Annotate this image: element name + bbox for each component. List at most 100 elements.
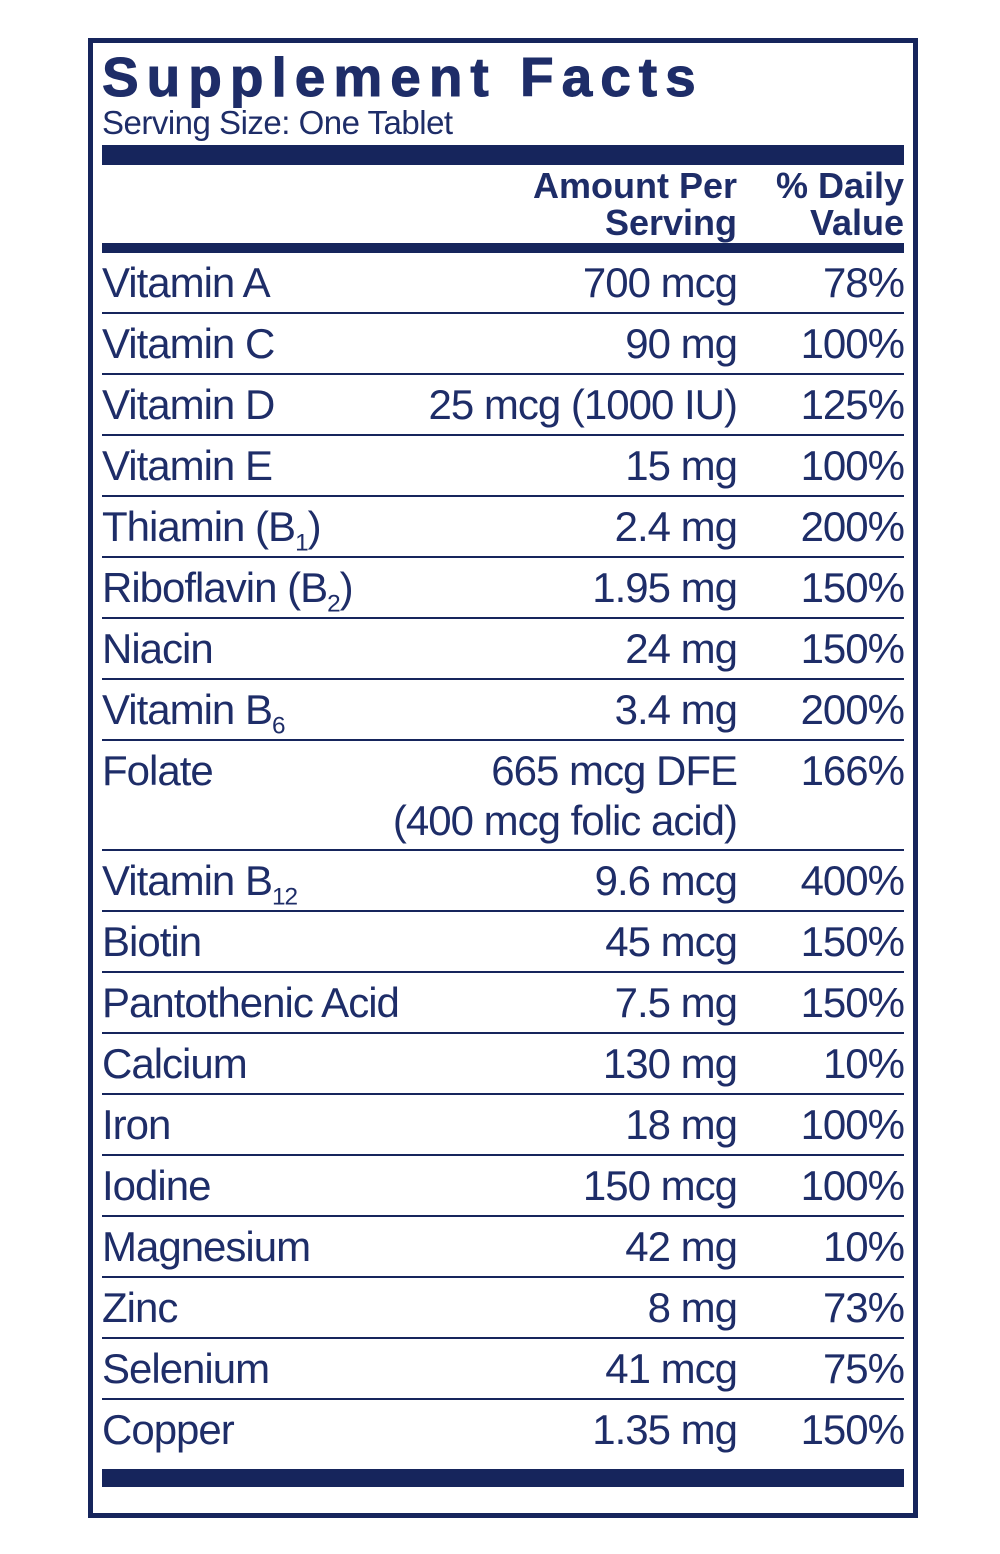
table-row: Zinc 8 mg 73% [102, 1278, 905, 1339]
column-headers: Amount Per Serving % Daily Value [102, 165, 904, 243]
nutrient-daily-value: 125% [800, 381, 905, 428]
nutrient-name-base: Riboflavin (B [102, 564, 328, 611]
nutrient-name: Calcium [102, 1040, 248, 1087]
row-main-cell: Niacin 24 mg [102, 625, 738, 678]
nutrient-name: Thiamin (B1) [102, 503, 322, 555]
nutrient-name-base: Thiamin (B [102, 503, 296, 550]
nutrient-name-subscript: 2 [327, 590, 341, 618]
nutrient-daily-value: 166% [800, 747, 905, 794]
row-main-cell: Vitamin A 700 mcg [102, 259, 738, 312]
nutrient-name: Copper [102, 1406, 235, 1453]
amount-line1: 15 mg [625, 442, 738, 489]
divider-medium-header [102, 243, 904, 253]
row-main-cell: Folate 665 mcg DFE (400 mcg folic acid) [102, 748, 738, 849]
nutrient-daily-value: 150% [800, 979, 905, 1026]
nutrient-name-end: ) [339, 564, 354, 611]
amount-line1: 8 mg [647, 1284, 738, 1331]
amount-line1: 45 mcg [605, 918, 738, 965]
amount-line1: 42 mg [625, 1223, 738, 1270]
column-header-dv-line2: Value [809, 202, 904, 243]
nutrient-amount: 2.4 mg [595, 503, 738, 550]
table-row: Vitamin D 25 mcg (1000 IU) 125% [102, 375, 905, 436]
table-row: Copper 1.35 mg 150% [102, 1400, 905, 1461]
nutrient-name-base: Vitamin B [102, 686, 273, 733]
row-main-cell: Riboflavin (B2) 1.95 mg [102, 564, 738, 617]
nutrient-daily-value: 100% [800, 320, 905, 367]
nutrient-name-subscript: 1 [295, 529, 309, 557]
nutrient-name: Riboflavin (B2) [102, 564, 354, 616]
row-main-cell: Vitamin D 25 mcg (1000 IU) [102, 382, 738, 434]
nutrient-amount: 42 mg [605, 1223, 738, 1270]
table-row: Vitamin B12 9.6 mcg 400% [102, 851, 905, 912]
amount-line1: 24 mg [625, 625, 738, 672]
supplement-facts-panel: Supplement Facts Serving Size: One Table… [88, 38, 918, 1518]
panel-title: Supplement Facts [102, 46, 704, 108]
nutrient-name-base: Copper [102, 1406, 235, 1453]
nutrient-amount: 9.6 mcg [575, 858, 738, 903]
nutrient-daily-value: 10% [822, 1223, 905, 1270]
nutrient-name-base: Pantothenic Acid [102, 979, 400, 1026]
table-row: Riboflavin (B2) 1.95 mg 150% [102, 558, 905, 619]
nutrient-name-base: Biotin [102, 918, 202, 965]
nutrient-name-subscript: 6 [271, 712, 286, 740]
column-header-amount: Amount Per Serving [102, 167, 737, 241]
nutrient-name-base: Vitamin E [102, 442, 273, 489]
amount-line1: 18 mg [625, 1101, 738, 1148]
nutrient-name: Vitamin E [102, 442, 273, 489]
table-row: Selenium 41 mcg 75% [102, 1339, 905, 1400]
nutrient-name-base: Vitamin C [102, 320, 275, 367]
nutrient-daily-value: 200% [800, 503, 905, 550]
row-main-cell: Vitamin B6 3.4 mg [102, 686, 738, 739]
nutrient-daily-value: 150% [800, 918, 905, 965]
nutrient-name-base: Calcium [102, 1040, 248, 1087]
table-row: Vitamin E 15 mg 100% [102, 436, 905, 497]
nutrient-daily-value: 200% [800, 686, 905, 733]
nutrient-name: Vitamin B6 [102, 686, 286, 738]
nutrient-name-subscript: 12 [271, 883, 298, 911]
nutrient-amount: 41 mcg [585, 1346, 738, 1391]
nutrient-name: Folate [102, 748, 214, 793]
amount-line1: 2.4 mg [614, 503, 738, 550]
column-header-amount-line2: Serving [604, 202, 737, 243]
amount-line2: (400 mcg folic acid) [392, 797, 738, 844]
nutrient-name: Vitamin A [102, 259, 271, 306]
table-row: Pantothenic Acid 7.5 mg 150% [102, 973, 905, 1034]
nutrient-name-base: Iodine [102, 1162, 211, 1209]
nutrient-daily-value: 150% [800, 625, 905, 672]
nutrient-amount: 8 mg [628, 1284, 738, 1331]
column-header-dv-line1: % Daily [775, 165, 904, 206]
serving-size-text: Serving Size: One Tablet [102, 104, 453, 141]
nutrient-daily-value: 75% [822, 1345, 905, 1392]
row-main-cell: Iron 18 mg [102, 1101, 738, 1154]
nutrient-amount: 1.35 mg [572, 1406, 738, 1453]
nutrient-daily-value: 100% [800, 442, 905, 489]
nutrient-name-base: Niacin [102, 625, 214, 672]
table-row: Thiamin (B1) 2.4 mg 200% [102, 497, 905, 558]
row-main-cell: Magnesium 42 mg [102, 1223, 738, 1276]
nutrient-name: Iron [102, 1101, 171, 1148]
nutrient-name-base: Vitamin B [102, 857, 273, 904]
nutrient-name: Selenium [102, 1346, 270, 1391]
table-row: Niacin 24 mg 150% [102, 619, 905, 680]
nutrient-name-base: Zinc [102, 1284, 178, 1331]
nutrient-name: Zinc [102, 1284, 178, 1331]
nutrient-amount: 130 mg [583, 1041, 738, 1086]
nutrient-name-base: Iron [102, 1101, 171, 1148]
nutrient-name: Pantothenic Acid [102, 979, 400, 1026]
row-main-cell: Pantothenic Acid 7.5 mg [102, 979, 738, 1032]
divider-thick-top [102, 145, 904, 165]
nutrient-name: Vitamin B12 [102, 857, 298, 909]
row-main-cell: Vitamin C 90 mg [102, 320, 738, 373]
row-main-cell: Copper 1.35 mg [102, 1406, 738, 1461]
nutrient-amount: 150 mcg [563, 1162, 738, 1209]
row-main-cell: Zinc 8 mg [102, 1284, 738, 1337]
nutrient-name: Niacin [102, 625, 214, 672]
nutrient-name-base: Vitamin A [102, 259, 271, 306]
row-main-cell: Vitamin E 15 mg [102, 442, 738, 495]
nutrient-amount: 90 mg [605, 321, 738, 366]
nutrient-amount: 25 mcg (1000 IU) [409, 382, 738, 427]
amount-line1: 150 mcg [582, 1162, 738, 1209]
amount-line1: 1.35 mg [592, 1406, 738, 1453]
row-main-cell: Biotin 45 mcg [102, 918, 738, 971]
